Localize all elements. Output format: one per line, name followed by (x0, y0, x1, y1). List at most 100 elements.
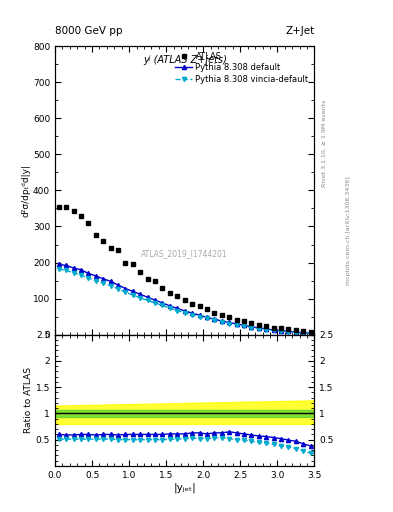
Y-axis label: Ratio to ATLAS: Ratio to ATLAS (24, 367, 33, 433)
Pythia 8.308 default (182, 308, 187, 314)
Pythia 8.308 vincia-default (257, 326, 261, 332)
Pythia 8.308 vincia-default (219, 318, 224, 325)
Pythia 8.308 vincia-default (234, 322, 239, 328)
Pythia 8.308 vincia-default (94, 278, 98, 284)
Pythia 8.308 default (234, 321, 239, 327)
Pythia 8.308 default (257, 325, 261, 331)
Pythia 8.308 vincia-default (160, 303, 165, 309)
Pythia 8.308 default (279, 328, 283, 334)
Pythia 8.308 default (94, 273, 98, 279)
Pythia 8.308 default (79, 267, 83, 273)
ATLAS (301, 328, 306, 334)
ATLAS (94, 232, 98, 239)
ATLAS (130, 261, 135, 267)
Pythia 8.308 vincia-default (264, 327, 268, 333)
Line: Pythia 8.308 default: Pythia 8.308 default (57, 262, 313, 335)
Pythia 8.308 vincia-default (175, 308, 180, 314)
Pythia 8.308 default (71, 265, 76, 271)
Pythia 8.308 vincia-default (249, 325, 254, 331)
ATLAS (123, 260, 128, 266)
ATLAS (249, 320, 254, 326)
Pythia 8.308 default (167, 303, 172, 309)
Pythia 8.308 vincia-default (167, 305, 172, 311)
ATLAS (271, 325, 276, 331)
Bar (55, 410, 314, 417)
Pythia 8.308 default (309, 330, 313, 336)
ATLAS (138, 268, 143, 274)
Pythia 8.308 vincia-default (130, 292, 135, 298)
Pythia 8.308 vincia-default (153, 300, 158, 306)
Pythia 8.308 default (56, 261, 61, 267)
Pythia 8.308 vincia-default (309, 331, 313, 337)
Pythia 8.308 vincia-default (301, 330, 306, 336)
Pythia 8.308 default (175, 305, 180, 311)
ATLAS (108, 245, 113, 251)
Pythia 8.308 vincia-default (205, 315, 209, 322)
Pythia 8.308 default (197, 312, 202, 318)
ATLAS (234, 316, 239, 323)
Pythia 8.308 default (130, 288, 135, 294)
Pythia 8.308 vincia-default (294, 330, 298, 336)
Pythia 8.308 default (101, 276, 106, 282)
Text: Z+Jet: Z+Jet (285, 26, 314, 36)
Pythia 8.308 default (64, 262, 68, 268)
Pythia 8.308 default (153, 297, 158, 303)
Pythia 8.308 vincia-default (64, 267, 68, 273)
ATLAS (145, 276, 150, 282)
Pythia 8.308 default (86, 270, 91, 276)
ATLAS (279, 325, 283, 331)
ATLAS (257, 322, 261, 328)
Pythia 8.308 vincia-default (138, 295, 143, 301)
Pythia 8.308 vincia-default (286, 329, 291, 335)
Pythia 8.308 vincia-default (190, 312, 195, 318)
Text: ATLAS_2019_I1744201: ATLAS_2019_I1744201 (141, 249, 228, 259)
Pythia 8.308 default (249, 324, 254, 330)
Pythia 8.308 default (227, 319, 231, 326)
ATLAS (309, 329, 313, 335)
Pythia 8.308 default (294, 329, 298, 335)
Y-axis label: d²σ/dpₜᵈd|y|: d²σ/dpₜᵈd|y| (21, 164, 30, 217)
Text: mcplots.cern.ch [arXiv:1306.3436]: mcplots.cern.ch [arXiv:1306.3436] (346, 176, 351, 285)
Pythia 8.308 vincia-default (227, 321, 231, 327)
ATLAS (167, 290, 172, 296)
ATLAS (182, 297, 187, 304)
ATLAS (205, 306, 209, 312)
Pythia 8.308 default (264, 326, 268, 332)
Pythia 8.308 default (123, 286, 128, 292)
ATLAS (160, 285, 165, 291)
Pythia 8.308 default (242, 322, 246, 328)
Pythia 8.308 default (108, 278, 113, 284)
Pythia 8.308 vincia-default (271, 327, 276, 333)
Pythia 8.308 vincia-default (86, 275, 91, 281)
Pythia 8.308 vincia-default (242, 324, 246, 330)
Pythia 8.308 default (205, 314, 209, 321)
Pythia 8.308 vincia-default (212, 317, 217, 324)
Pythia 8.308 default (160, 300, 165, 306)
X-axis label: |yⱼₑₜ|: |yⱼₑₜ| (173, 482, 196, 493)
ATLAS (86, 220, 91, 226)
Text: yʲ (ATLAS Z+jets): yʲ (ATLAS Z+jets) (143, 55, 227, 65)
Pythia 8.308 default (286, 328, 291, 334)
Pythia 8.308 vincia-default (182, 310, 187, 316)
ATLAS (219, 312, 224, 318)
Pythia 8.308 vincia-default (116, 286, 120, 292)
ATLAS (101, 238, 106, 244)
Pythia 8.308 default (138, 291, 143, 297)
ATLAS (79, 214, 83, 220)
Line: Pythia 8.308 vincia-default: Pythia 8.308 vincia-default (57, 267, 313, 336)
ATLAS (212, 310, 217, 316)
Pythia 8.308 vincia-default (279, 328, 283, 334)
Pythia 8.308 default (190, 310, 195, 316)
Pythia 8.308 default (301, 330, 306, 336)
ATLAS (190, 301, 195, 307)
ATLAS (64, 204, 68, 210)
Pythia 8.308 vincia-default (197, 314, 202, 320)
Legend: ATLAS, Pythia 8.308 default, Pythia 8.308 vincia-default: ATLAS, Pythia 8.308 default, Pythia 8.30… (174, 50, 310, 86)
ATLAS (116, 247, 120, 253)
Text: Rivet 3.1.10, ≥ 1.9M events: Rivet 3.1.10, ≥ 1.9M events (322, 100, 327, 187)
Line: ATLAS: ATLAS (56, 204, 313, 334)
ATLAS (242, 318, 246, 324)
Pythia 8.308 default (145, 294, 150, 300)
Pythia 8.308 default (212, 316, 217, 322)
Pythia 8.308 vincia-default (71, 270, 76, 276)
